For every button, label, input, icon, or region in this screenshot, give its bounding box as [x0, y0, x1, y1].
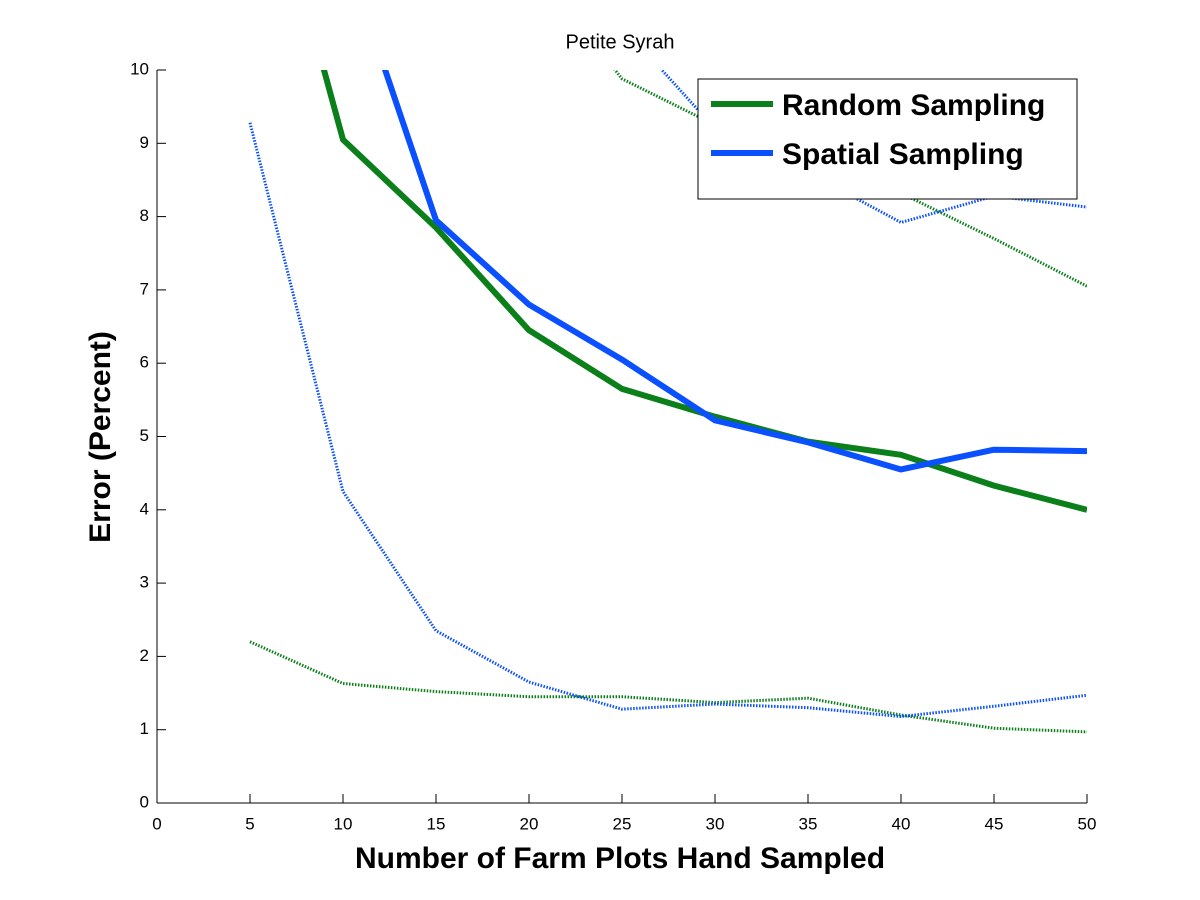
legend-label: Random Sampling: [782, 89, 1045, 122]
x-tick-label: 35: [799, 814, 818, 833]
legend-label: Spatial Sampling: [782, 138, 1024, 171]
y-tick-label: 10: [130, 59, 149, 78]
series-line: [381, 70, 1087, 473]
chart-title: Petite Syrah: [566, 31, 675, 53]
x-tick-label: 20: [520, 814, 539, 833]
y-tick-label: 4: [140, 499, 149, 518]
bound-line: [613, 70, 1087, 288]
x-tick-label: 50: [1078, 814, 1097, 833]
y-tick-label: 2: [140, 646, 149, 665]
y-tick-label: 9: [140, 133, 149, 152]
x-tick-label: 5: [245, 814, 254, 833]
y-tick-label: 1: [140, 719, 149, 738]
y-tick-label: 0: [140, 792, 149, 811]
legend-box: [697, 78, 1078, 200]
plot-area: [248, 70, 1087, 734]
bound-line: [249, 640, 1087, 734]
x-tick-label: 0: [152, 814, 161, 833]
x-tick-label: 30: [706, 814, 725, 833]
y-tick-label: 5: [140, 426, 149, 445]
y-tick-label: 8: [140, 206, 149, 225]
bound-line: [248, 122, 1087, 719]
y-tick-label: 7: [140, 279, 149, 298]
x-tick-label: 45: [985, 814, 1004, 833]
series-line: [320, 70, 1087, 513]
y-tick-label: 6: [140, 353, 149, 372]
x-tick-label: 15: [427, 814, 446, 833]
x-tick-label: 10: [334, 814, 353, 833]
y-tick-label: 3: [140, 573, 149, 592]
y-axis-label: Error (Percent): [84, 331, 117, 543]
x-tick-label: 25: [613, 814, 632, 833]
x-axis-label: Number of Farm Plots Hand Sampled: [355, 842, 885, 875]
x-tick-label: 40: [892, 814, 911, 833]
